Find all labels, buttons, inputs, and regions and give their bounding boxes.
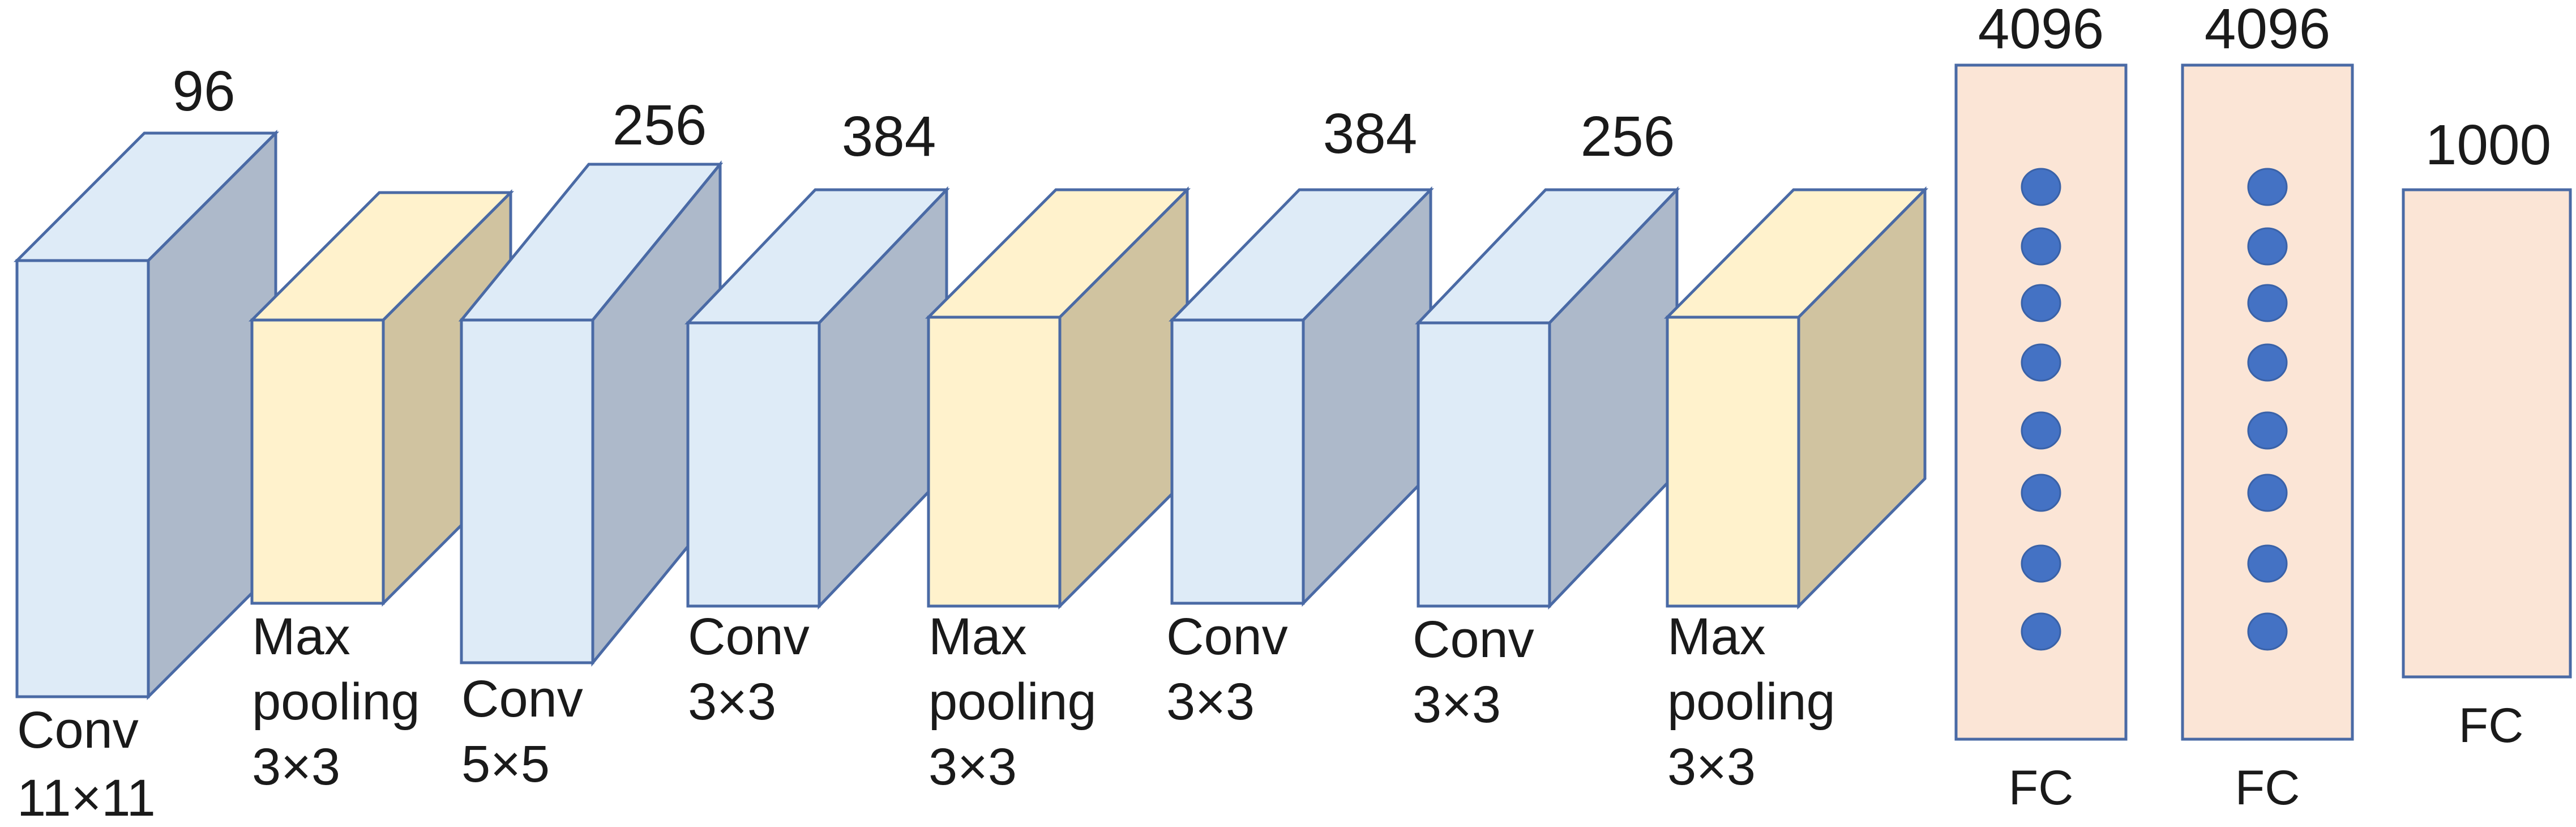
neuron-dot xyxy=(2021,474,2061,512)
neuron-dot xyxy=(2021,284,2061,322)
layer-9-fc xyxy=(1954,63,2128,741)
layer-7-label-line-1: Conv xyxy=(1413,611,1534,668)
layer-3-conv xyxy=(458,160,724,667)
layer-4-conv xyxy=(684,186,950,610)
layer-7-channel-count: 256 xyxy=(1581,105,1675,168)
layer-8-pool xyxy=(1664,186,1928,610)
neuron-dot xyxy=(2247,284,2288,322)
layer-3-channel-count: 256 xyxy=(613,93,707,157)
layer-2-label-line-2: pooling xyxy=(252,673,420,731)
neuron-dot xyxy=(2021,612,2061,651)
neuron-dot xyxy=(2021,168,2061,206)
layer-7-conv xyxy=(1415,186,1680,610)
layer-1-label-line-1: Conv xyxy=(17,701,139,759)
layer-7-label-line-2: 3×3 xyxy=(1413,676,1501,734)
layer-10-label-line-1: FC xyxy=(2235,761,2300,815)
layer-4-channel-count: 384 xyxy=(842,105,936,168)
layer-10-channel-count: 4096 xyxy=(2205,0,2330,61)
layer-6-conv xyxy=(1169,186,1434,607)
layer-8-label-line-1: Max xyxy=(1667,608,1766,666)
neuron-dot xyxy=(2021,544,2061,583)
layer-3-label-line-1: Conv xyxy=(461,670,583,728)
layer-11-label-line-1: FC xyxy=(2459,698,2524,753)
block-front-face xyxy=(686,321,821,608)
layer-9-channel-count: 4096 xyxy=(1978,0,2104,61)
layer-5-pool xyxy=(925,186,1191,610)
block-front-face xyxy=(927,316,1062,608)
block-front-face xyxy=(250,318,385,605)
neuron-dot xyxy=(2247,343,2288,382)
block-front-face xyxy=(1170,318,1305,605)
layer-3-label-line-2: 5×5 xyxy=(461,735,550,793)
neuron-dot xyxy=(2247,411,2288,450)
layer-10-fc xyxy=(2181,63,2354,741)
layer-1-conv xyxy=(13,129,280,701)
layer-8-label-line-2: pooling xyxy=(1667,673,1835,731)
neuron-dot xyxy=(2247,227,2288,266)
layer-5-label-line-1: Max xyxy=(928,608,1027,666)
layer-5-label-line-3: 3×3 xyxy=(928,738,1017,796)
layer-1-channel-count: 96 xyxy=(172,59,235,123)
neuron-dot xyxy=(2247,474,2288,512)
layer-6-label-line-1: Conv xyxy=(1166,608,1288,666)
layer-2-label-line-1: Max xyxy=(252,608,350,666)
block-front-face xyxy=(460,318,594,664)
block-front-face xyxy=(15,259,150,698)
layer-4-label-line-2: 3×3 xyxy=(688,673,776,731)
layer-11-fc xyxy=(2402,188,2572,679)
block-front-face xyxy=(1417,321,1551,608)
layer-8-label-line-3: 3×3 xyxy=(1667,738,1756,796)
layer-6-channel-count: 384 xyxy=(1323,102,1418,165)
layer-2-label-line-3: 3×3 xyxy=(252,738,340,796)
layer-6-label-line-2: 3×3 xyxy=(1166,673,1255,731)
neuron-dot xyxy=(2247,612,2288,651)
block-front-face xyxy=(1666,316,1800,608)
layer-9-label-line-1: FC xyxy=(2009,761,2074,815)
layer-4-label-line-1: Conv xyxy=(688,608,810,666)
layer-1-label-line-2: 11×11 xyxy=(17,769,156,827)
layer-2-pool xyxy=(248,189,515,607)
layer-5-label-line-2: pooling xyxy=(928,673,1097,731)
neuron-dot xyxy=(2021,343,2061,382)
layer-11-channel-count: 1000 xyxy=(2425,113,2551,177)
neuron-dot xyxy=(2021,227,2061,266)
neuron-dot xyxy=(2247,544,2288,583)
neuron-dot xyxy=(2247,168,2288,206)
neuron-dot xyxy=(2021,411,2061,450)
fc-layer-box xyxy=(2402,188,2572,679)
